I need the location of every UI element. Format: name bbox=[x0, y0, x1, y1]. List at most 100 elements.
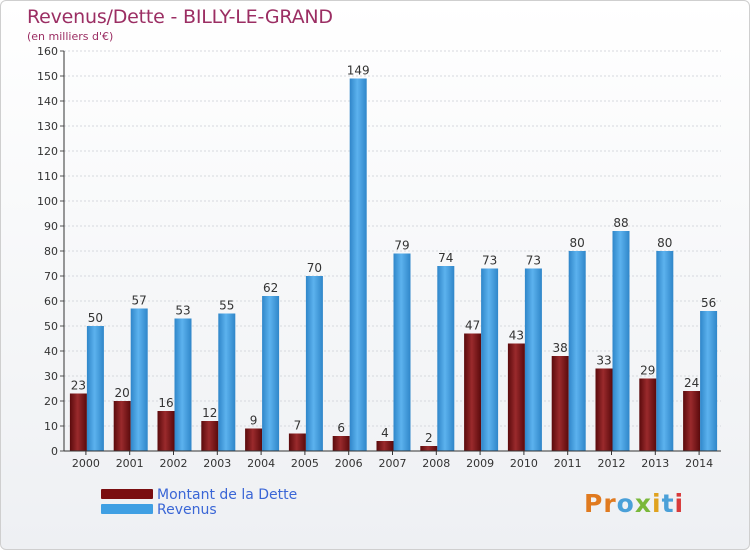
bar-revenus bbox=[612, 231, 630, 451]
data-label-dette: 43 bbox=[509, 329, 524, 343]
logo-letter: P bbox=[584, 489, 604, 518]
y-tick-label: 80 bbox=[44, 245, 58, 258]
bar-revenus bbox=[305, 276, 323, 451]
bar-dette bbox=[551, 356, 569, 451]
y-tick-label: 160 bbox=[37, 45, 58, 58]
bar-dette bbox=[113, 401, 131, 451]
bar-dette bbox=[683, 391, 701, 451]
data-label-revenus: 57 bbox=[132, 294, 147, 308]
bar-revenus bbox=[393, 253, 411, 451]
x-tick-label: 2004 bbox=[247, 457, 275, 470]
data-label-dette: 29 bbox=[640, 364, 655, 378]
bar-revenus bbox=[174, 318, 192, 451]
x-tick-label: 2001 bbox=[116, 457, 144, 470]
x-tick-label: 2002 bbox=[160, 457, 188, 470]
data-label-revenus: 70 bbox=[307, 261, 322, 275]
bar-revenus bbox=[349, 78, 367, 451]
y-axis: 0 10 20 30 40 50 60 70 80 90 100 110 120 130 140 150 160 bbox=[37, 45, 65, 458]
legend-label-revenus: Revenus bbox=[157, 502, 217, 518]
bar-revenus bbox=[218, 313, 236, 451]
bar-dette bbox=[288, 433, 306, 451]
bar-dette bbox=[69, 393, 87, 451]
bar-revenus bbox=[568, 251, 586, 451]
data-label-dette: 12 bbox=[202, 406, 217, 420]
x-tick-label: 2005 bbox=[291, 457, 319, 470]
x-axis: 2000 2001 2002 2003 2004 2005 2006 2007 2008 2009… bbox=[64, 450, 721, 470]
logo-letter: t bbox=[661, 489, 675, 518]
legend-label-dette: Montant de la Dette bbox=[157, 487, 298, 503]
y-tick-label: 120 bbox=[37, 145, 58, 158]
y-tick-label: 20 bbox=[44, 395, 58, 408]
data-label-dette: 24 bbox=[684, 376, 699, 390]
logo-letter: x bbox=[634, 489, 652, 518]
data-label-revenus: 149 bbox=[347, 64, 370, 78]
bar-dette bbox=[245, 428, 263, 451]
bar-dette bbox=[157, 411, 175, 451]
data-label-revenus: 88 bbox=[613, 216, 628, 230]
legend-swatch-revenus bbox=[101, 504, 153, 514]
data-label-dette: 6 bbox=[337, 421, 345, 435]
data-label-revenus: 55 bbox=[219, 299, 234, 313]
data-label-dette: 47 bbox=[465, 319, 480, 333]
y-tick-label: 30 bbox=[44, 370, 58, 383]
x-tick-label: 2014 bbox=[685, 457, 713, 470]
data-label-dette: 23 bbox=[71, 379, 86, 393]
proxiti-logo: Proxiti bbox=[584, 489, 684, 518]
x-tick-label: 2013 bbox=[641, 457, 669, 470]
bar-dette bbox=[201, 421, 219, 451]
data-label-revenus: 73 bbox=[526, 254, 541, 268]
data-label-revenus: 50 bbox=[88, 311, 103, 325]
data-label-dette: 38 bbox=[553, 341, 568, 355]
bar-revenus bbox=[130, 308, 148, 451]
x-tick-label: 2010 bbox=[510, 457, 538, 470]
y-tick-label: 40 bbox=[44, 345, 58, 358]
data-label-dette: 33 bbox=[596, 354, 611, 368]
chart-title: Revenus/Dette - BILLY-LE-GRAND bbox=[27, 6, 333, 28]
data-label-revenus: 80 bbox=[657, 236, 672, 250]
y-tick-label: 150 bbox=[37, 70, 58, 83]
data-label-dette: 9 bbox=[250, 414, 258, 428]
bar-dette bbox=[507, 343, 525, 451]
bar-revenus bbox=[481, 268, 499, 451]
data-label-revenus: 80 bbox=[570, 236, 585, 250]
y-tick-label: 60 bbox=[44, 295, 58, 308]
bar-dette bbox=[464, 333, 482, 451]
data-label-revenus: 73 bbox=[482, 254, 497, 268]
x-tick-label: 2011 bbox=[554, 457, 582, 470]
y-tick-label: 110 bbox=[37, 170, 58, 183]
y-tick-label: 0 bbox=[51, 445, 58, 458]
bar-revenus bbox=[700, 311, 718, 451]
logo-letter: r bbox=[603, 489, 617, 518]
y-tick-label: 10 bbox=[44, 420, 58, 433]
data-label-revenus: 56 bbox=[701, 296, 716, 310]
logo-letter: i bbox=[674, 489, 685, 518]
x-tick-label: 2009 bbox=[466, 457, 494, 470]
data-labels: 23 50 20 57 16 53 12 55 9 62 7 70 6 149 4 79 2 74 47 73 43 73… bbox=[71, 64, 716, 446]
x-tick-label: 2000 bbox=[72, 457, 100, 470]
grid-lines bbox=[64, 50, 721, 452]
logo-letter: o bbox=[616, 489, 635, 518]
data-label-dette: 16 bbox=[158, 396, 173, 410]
bar-dette bbox=[420, 446, 438, 451]
bar-dette bbox=[595, 368, 613, 451]
bar-dette bbox=[376, 441, 394, 451]
x-tick-label: 2007 bbox=[379, 457, 407, 470]
y-tick-label: 90 bbox=[44, 220, 58, 233]
data-label-dette: 4 bbox=[381, 426, 389, 440]
bar-revenus bbox=[86, 326, 104, 451]
data-label-revenus: 74 bbox=[438, 251, 453, 265]
y-tick-label: 100 bbox=[37, 195, 58, 208]
bar-dette bbox=[639, 378, 657, 451]
logo-letter: i bbox=[652, 489, 662, 518]
bar-dette bbox=[332, 436, 350, 451]
y-tick-label: 130 bbox=[37, 120, 58, 133]
data-label-revenus: 53 bbox=[175, 304, 190, 318]
y-tick-label: 140 bbox=[37, 95, 58, 108]
x-tick-label: 2006 bbox=[335, 457, 363, 470]
y-tick-label: 50 bbox=[44, 320, 58, 333]
bars bbox=[69, 78, 718, 451]
y-tick-label: 70 bbox=[44, 270, 58, 283]
bar-revenus bbox=[656, 251, 674, 451]
